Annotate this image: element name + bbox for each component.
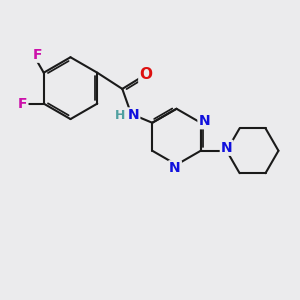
Text: H: H bbox=[115, 109, 125, 122]
Text: N: N bbox=[128, 108, 139, 122]
Text: N: N bbox=[221, 141, 232, 155]
Text: F: F bbox=[32, 48, 42, 62]
Text: O: O bbox=[140, 67, 152, 82]
Text: N: N bbox=[198, 114, 210, 128]
Text: F: F bbox=[18, 97, 27, 111]
Text: N: N bbox=[169, 161, 181, 175]
